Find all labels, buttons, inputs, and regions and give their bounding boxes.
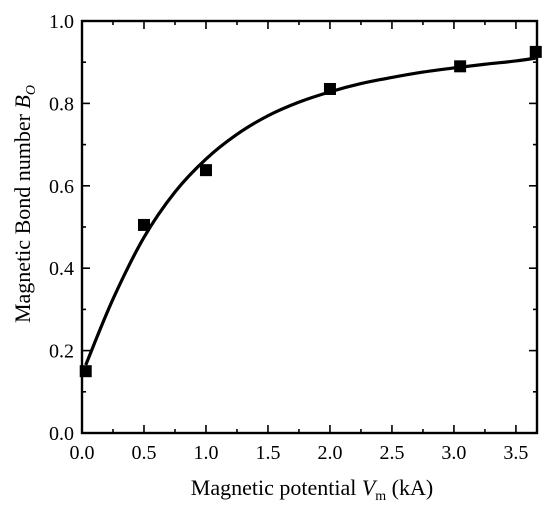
x-tick-label: 3.5 [503, 442, 528, 464]
y-tick-label: 1.0 [49, 11, 74, 33]
y-tick-label: 0.2 [49, 341, 74, 363]
x-tick-label: 2.0 [317, 442, 342, 464]
y-axis-title-subscript: O [24, 85, 39, 95]
fit-layer [84, 56, 536, 366]
x-axis: 0.0 0.5 1.0 1.5 2.0 2.5 3.0 3.5 [70, 21, 528, 464]
marker-layer [79, 45, 542, 378]
x-tick-label: 3.0 [441, 442, 466, 464]
x-tick-label: 1.0 [193, 442, 218, 464]
x-axis-title-text: Magnetic potential [191, 475, 362, 500]
y-tick-label: 0.0 [49, 423, 74, 445]
x-axis-title: Magnetic potential Vm (kA) [191, 475, 433, 504]
data-point-marker [529, 45, 542, 58]
y-tick-label: 0.6 [49, 176, 74, 198]
data-point-marker [199, 164, 212, 177]
x-tick-label: 1.5 [255, 442, 280, 464]
x-axis-title-unit: (kA) [386, 475, 433, 500]
y-axis-title: Magnetic Bond number BO [10, 85, 39, 323]
data-point-marker [323, 82, 336, 95]
y-tick-label: 0.8 [49, 93, 74, 115]
data-point-marker [454, 60, 467, 73]
x-axis-title-subscript: m [375, 489, 386, 504]
data-point-marker [79, 365, 92, 378]
data-point-marker [137, 218, 150, 231]
x-axis-title-symbol: V [362, 475, 378, 500]
y-axis-title-symbol: B [10, 95, 35, 108]
fit-curve-line [84, 56, 536, 366]
y-axis: 0.0 0.2 0.4 0.6 0.8 1.0 [49, 11, 537, 445]
x-tick-label: 0.5 [131, 442, 156, 464]
x-tick-label: 0.0 [70, 442, 95, 464]
y-tick-label: 0.4 [49, 258, 74, 280]
y-axis-title-text: Magnetic Bond number [10, 109, 35, 323]
x-tick-label: 2.5 [379, 442, 404, 464]
